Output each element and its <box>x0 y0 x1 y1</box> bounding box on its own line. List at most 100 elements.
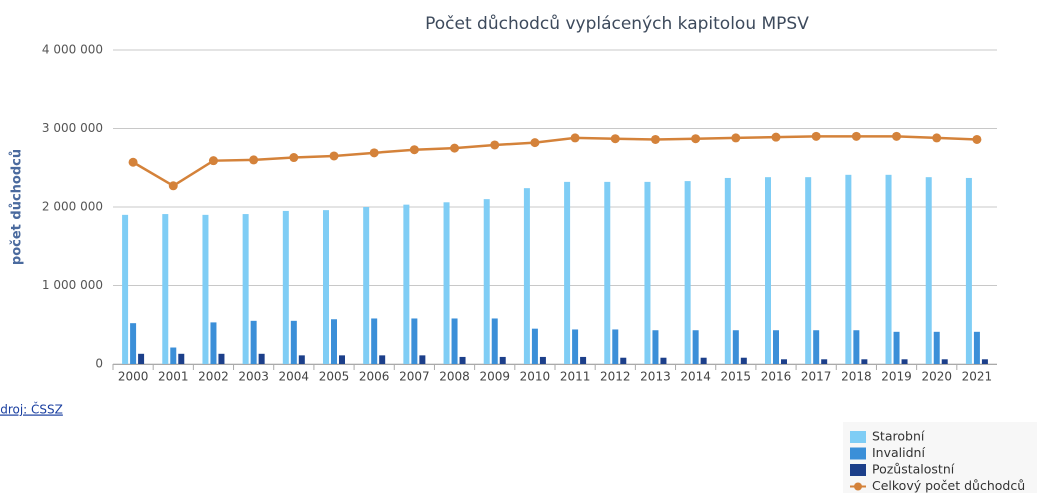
line-point <box>409 145 419 155</box>
x-tick-label: 2010 <box>520 370 551 384</box>
line-point <box>369 148 379 158</box>
legend-symbol <box>850 447 866 460</box>
bar <box>170 347 177 364</box>
bar <box>539 356 546 364</box>
bar <box>941 359 948 364</box>
line-point <box>168 181 178 191</box>
line-point <box>289 153 299 163</box>
bar <box>821 359 828 364</box>
bar <box>218 353 225 364</box>
y-axis-label: počet důchodců <box>10 149 25 265</box>
bar <box>644 181 651 364</box>
bar <box>981 359 988 364</box>
x-tick-label: 2004 <box>279 370 310 384</box>
line-point <box>731 133 741 143</box>
bar <box>282 210 289 364</box>
line-point <box>249 155 259 165</box>
bar <box>451 318 458 364</box>
x-tick-label: 2008 <box>439 370 470 384</box>
line-point <box>128 157 138 167</box>
line-point <box>811 131 821 141</box>
bar <box>564 181 571 364</box>
bar <box>724 177 731 364</box>
legend-label: Invalidní <box>872 445 925 460</box>
bar <box>885 174 892 364</box>
x-tick-label: 2019 <box>881 370 912 384</box>
x-tick-label: 2018 <box>841 370 872 384</box>
x-tick-label: 2005 <box>319 370 350 384</box>
bar <box>403 204 410 364</box>
bar <box>331 319 337 364</box>
chart-title: Počet důchodců vyplácených kapitolou MPS… <box>425 14 809 34</box>
bar <box>580 356 587 364</box>
bar <box>459 356 466 364</box>
bar <box>419 355 426 364</box>
line-point <box>771 132 781 142</box>
bar <box>290 320 297 364</box>
bar <box>499 356 506 364</box>
x-tick-label: 2000 <box>118 370 149 384</box>
bar <box>620 357 627 364</box>
bar <box>242 214 249 364</box>
bar <box>925 177 932 364</box>
bar <box>122 214 129 364</box>
bar <box>298 355 305 364</box>
y-tick-label: 0 <box>95 357 103 371</box>
bar <box>371 318 378 364</box>
bar <box>202 214 209 364</box>
x-tick-label: 2001 <box>158 370 189 384</box>
legend-label: Pozůstalostní <box>872 462 955 477</box>
line-point <box>650 134 660 144</box>
line-point <box>490 140 500 150</box>
bar <box>523 188 530 364</box>
bar <box>250 320 257 364</box>
line <box>132 135 977 188</box>
bar <box>805 177 812 364</box>
bar <box>612 329 619 364</box>
bar <box>323 210 329 364</box>
x-tick-label: 2015 <box>721 370 752 384</box>
x-tick-label: 2012 <box>600 370 631 384</box>
bar <box>443 202 450 364</box>
y-tick-label: 1 000 000 <box>42 278 103 292</box>
line-point <box>691 134 701 144</box>
line-point <box>570 133 580 143</box>
line-point <box>450 143 460 153</box>
bar <box>684 181 691 364</box>
bar <box>652 330 659 364</box>
bar <box>162 214 169 364</box>
x-tick-label: 2006 <box>359 370 390 384</box>
line-point <box>892 131 902 141</box>
bar <box>973 331 980 364</box>
line-point <box>530 138 540 148</box>
source-link[interactable]: Zdroj: ČSSZ <box>0 402 63 417</box>
legend-symbol <box>854 482 862 491</box>
bar <box>845 174 852 364</box>
x-tick-label: 2002 <box>198 370 229 384</box>
bar <box>893 331 900 364</box>
bar <box>901 359 908 364</box>
bar <box>138 353 145 364</box>
x-tick-label: 2009 <box>479 370 510 384</box>
bar <box>660 357 667 364</box>
bar <box>604 181 611 364</box>
x-tick-label: 2021 <box>962 370 993 384</box>
bar <box>861 359 868 364</box>
bar <box>572 329 579 364</box>
line-point <box>610 134 620 144</box>
bar <box>700 357 707 364</box>
bar <box>781 359 787 364</box>
bar <box>933 331 940 364</box>
line-point <box>329 151 339 161</box>
line-point <box>208 156 218 166</box>
bar <box>531 328 538 364</box>
x-tick-label: 2007 <box>399 370 430 384</box>
x-tick-label: 2017 <box>801 370 832 384</box>
legend-label: Celkový počet důchodců <box>872 478 1025 493</box>
legend-label: Starobní <box>872 429 925 444</box>
bar <box>765 177 771 364</box>
bar <box>130 323 137 364</box>
bar <box>773 330 779 364</box>
x-tick-label: 2020 <box>921 370 952 384</box>
